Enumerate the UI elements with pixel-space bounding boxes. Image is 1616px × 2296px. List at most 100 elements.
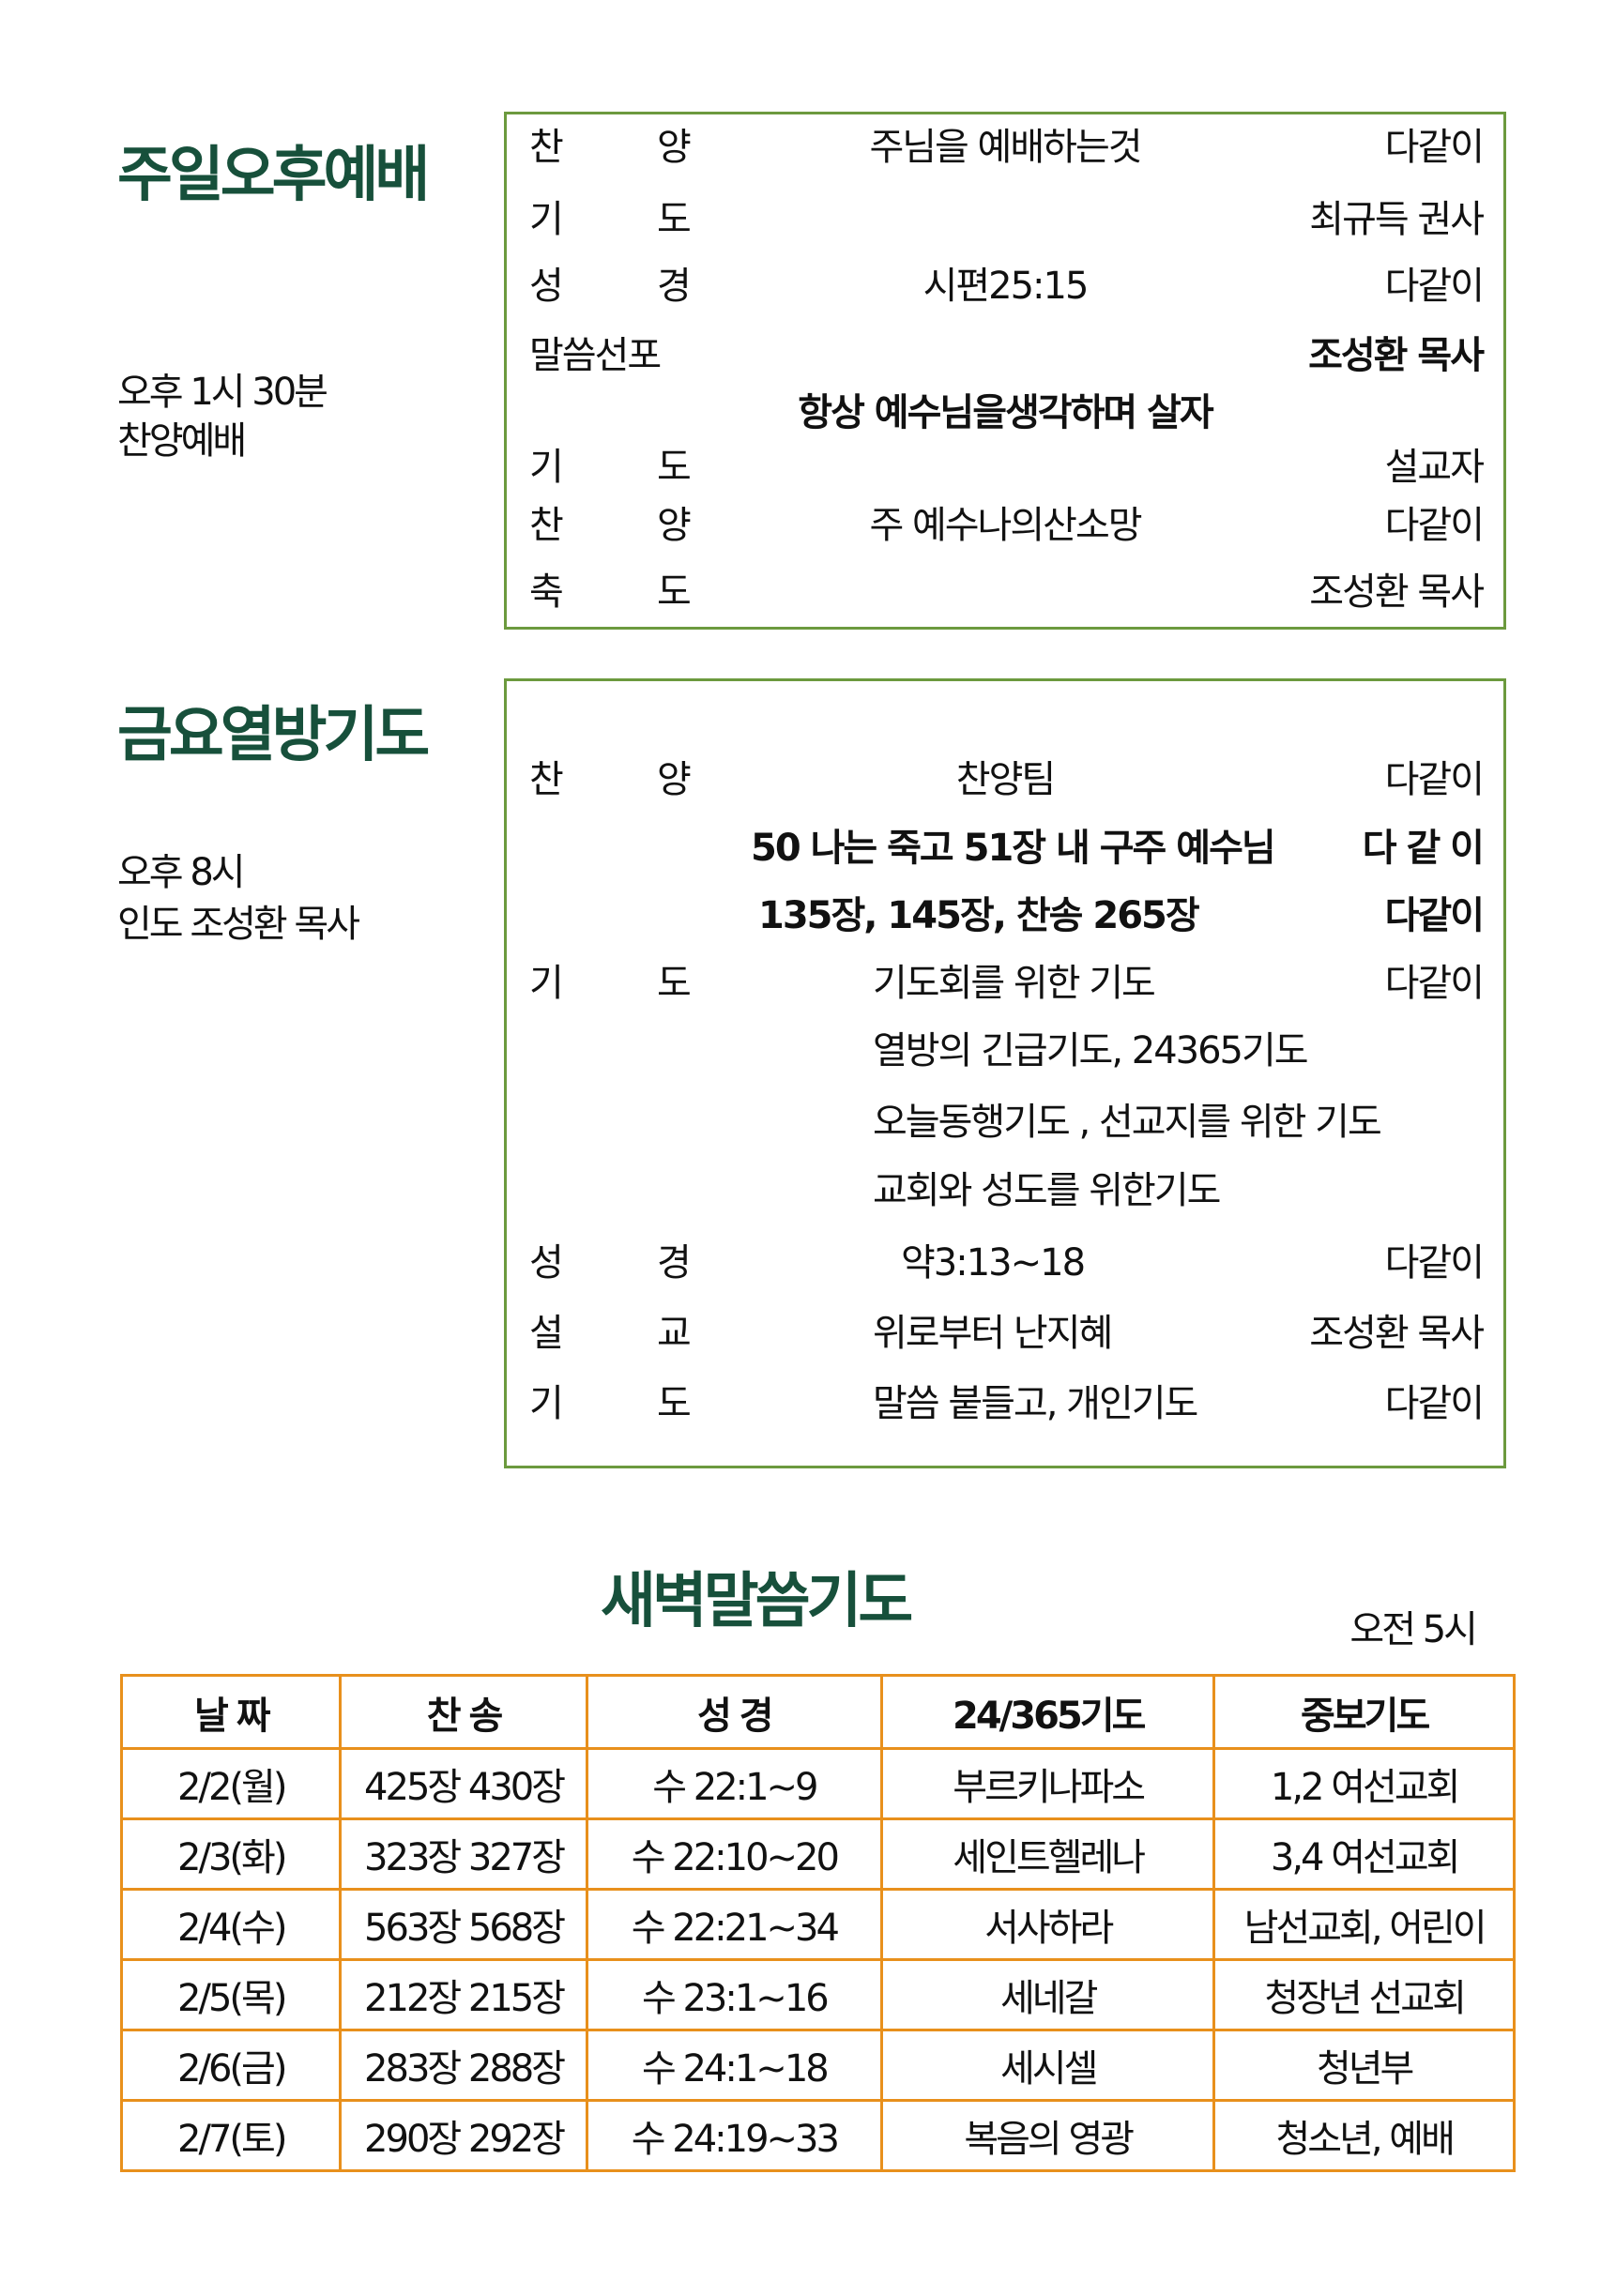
item-leader: 다같이	[1384, 894, 1485, 937]
table-cell: 1,2 여선교회	[1212, 1747, 1516, 1820]
table-cell: 수 24:19~33	[585, 2099, 884, 2172]
item-label-2: 도	[657, 1382, 692, 1425]
item-content: 주 예수나의산소망	[869, 504, 1142, 547]
item-content: 시편25:15	[922, 265, 1090, 308]
order-row: 오늘동행기도 , 선교지를 위한 기도	[507, 1099, 1503, 1146]
friday-title: 금요열방기도	[117, 701, 430, 770]
order-row: 135장, 145장, 찬송 265장 다같이	[507, 892, 1503, 939]
item-leader: 다 같 이	[1362, 827, 1485, 870]
table-cell: 323장 327장	[339, 1817, 588, 1891]
table-cell: 수 24:1~18	[585, 2029, 884, 2102]
table-cell: 563장 568장	[339, 1888, 588, 1961]
item-content: 항상 예수님을생각하며 살자	[798, 391, 1213, 434]
item-label: 기	[529, 1382, 564, 1425]
item-content: 주님을 예배하는것	[869, 126, 1142, 169]
item-label: 성	[529, 265, 564, 308]
item-label: 말씀선포	[529, 334, 662, 377]
item-label: 찬	[529, 504, 564, 547]
table-cell: 남선교회, 어린이	[1212, 1888, 1516, 1961]
order-row: 설 교 위로부터 난지혜 조성환 목사	[507, 1310, 1503, 1357]
friday-time: 오후 8시	[117, 851, 246, 894]
table-header-cell: 중보기도	[1212, 1674, 1516, 1750]
item-label: 설	[529, 1312, 564, 1355]
item-leader: 다같이	[1384, 962, 1485, 1005]
item-content: 오늘동행기도 , 선교지를 위한 기도	[873, 1101, 1382, 1144]
item-label: 찬	[529, 758, 564, 801]
item-leader: 조성환 목사	[1308, 334, 1485, 377]
table-cell: 서사하라	[880, 1888, 1216, 1961]
sunday-time: 오후 1시 30분	[117, 371, 328, 414]
item-leader: 다같이	[1384, 265, 1485, 308]
item-label: 성	[529, 1241, 564, 1285]
order-row: 기 도 최규득 권사	[507, 196, 1503, 243]
table-header-cell: 24/365기도	[880, 1674, 1216, 1750]
item-content: 약3:13~18	[901, 1241, 1086, 1285]
order-row: 교회와 성도를 위한기도	[507, 1167, 1503, 1214]
item-content: 말씀 붙들고, 개인기도	[873, 1382, 1198, 1425]
order-row: 기 도 말씀 붙들고, 개인기도 다같이	[507, 1380, 1503, 1427]
table-cell: 290장 292장	[339, 2099, 588, 2172]
item-label: 기	[529, 962, 564, 1005]
table-cell: 212장 215장	[339, 1958, 588, 2031]
table-cell: 2/7(토)	[119, 2099, 343, 2172]
table-header-cell: 성 경	[585, 1674, 884, 1750]
item-label-2: 교	[657, 1312, 692, 1355]
table-cell: 청년부	[1212, 2029, 1516, 2102]
item-leader: 다같이	[1384, 758, 1485, 801]
sunday-subtitle: 찬양예배	[117, 419, 247, 463]
item-label: 기	[529, 446, 564, 489]
order-row: 찬 양 찬양팀 다같이	[507, 756, 1503, 803]
order-row: 성 경 약3:13~18 다같이	[507, 1239, 1503, 1286]
order-row: 말씀선포 조성환 목사	[507, 332, 1503, 379]
dawn-title: 새벽말씀기도	[601, 1567, 913, 1636]
table-cell: 2/3(화)	[119, 1817, 343, 1891]
table-cell: 세네갈	[880, 1958, 1216, 2031]
item-leader: 다같이	[1384, 126, 1485, 169]
item-label-2: 도	[657, 198, 692, 241]
item-label-2: 도	[657, 570, 692, 614]
table-cell: 2/2(월)	[119, 1747, 343, 1820]
table-cell: 수 22:1~9	[585, 1747, 884, 1820]
table-row: 2/6(금) 283장 288장 수 24:1~18 세시셀 청년부	[119, 2029, 1516, 2102]
item-leader: 설교자	[1384, 446, 1485, 489]
item-label-2: 양	[657, 758, 692, 801]
item-label-2: 양	[657, 504, 692, 547]
table-cell: 청소년, 예배	[1212, 2099, 1516, 2172]
table-cell: 2/6(금)	[119, 2029, 343, 2102]
table-header-cell: 찬 송	[339, 1674, 588, 1750]
table-cell: 수 23:1~16	[585, 1958, 884, 2031]
item-content: 열방의 긴급기도, 24365기도	[873, 1029, 1309, 1072]
table-cell: 수 22:21~34	[585, 1888, 884, 1961]
table-cell: 청장년 선교회	[1212, 1958, 1516, 2031]
item-content: 135장, 145장, 찬송 265장	[758, 894, 1200, 937]
item-content: 찬양팀	[955, 758, 1056, 801]
item-leader: 조성환 목사	[1309, 570, 1485, 614]
table-header-cell: 날 짜	[119, 1674, 343, 1750]
table-row: 2/7(토) 290장 292장 수 24:19~33 복음의 영광 청소년, 예배	[119, 2099, 1516, 2172]
order-row: 기 도 기도회를 위한 기도 다같이	[507, 960, 1503, 1007]
order-row: 기 도 설교자	[507, 444, 1503, 491]
item-leader: 조성환 목사	[1309, 1312, 1485, 1355]
table-row: 2/4(수) 563장 568장 수 22:21~34 서사하라 남선교회, 어린이	[119, 1888, 1516, 1961]
item-label-2: 양	[657, 126, 692, 169]
item-content: 기도회를 위한 기도	[873, 962, 1156, 1005]
table-cell: 수 22:10~20	[585, 1817, 884, 1891]
order-row: 50 나는 죽고 51장 내 구주 예수님 다 같 이	[507, 825, 1503, 872]
friday-leader: 인도 조성환 목사	[117, 903, 360, 946]
item-label-2: 경	[657, 1241, 692, 1285]
item-content: 50 나는 죽고 51장 내 구주 예수님	[751, 827, 1276, 870]
table-cell: 2/4(수)	[119, 1888, 343, 1961]
order-row: 성 경 시편25:15 다같이	[507, 263, 1503, 310]
table-cell: 425장 430장	[339, 1747, 588, 1820]
order-row: 찬 양 주님을 예배하는것 다같이	[507, 124, 1503, 171]
table-cell: 283장 288장	[339, 2029, 588, 2102]
order-row: 축 도 조성환 목사	[507, 569, 1503, 616]
item-label: 축	[529, 570, 564, 614]
table-cell: 2/5(목)	[119, 1958, 343, 2031]
item-leader: 다같이	[1384, 1382, 1485, 1425]
item-content: 교회와 성도를 위한기도	[873, 1169, 1221, 1212]
item-leader: 다같이	[1384, 1241, 1485, 1285]
item-content: 위로부터 난지혜	[873, 1312, 1113, 1355]
